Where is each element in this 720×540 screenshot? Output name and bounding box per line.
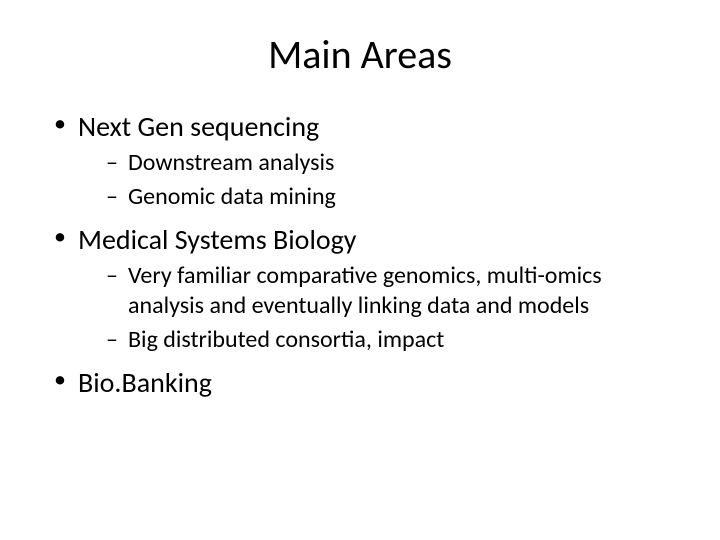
sub-bullet-item: Genomic data mining: [106, 182, 680, 212]
sub-bullet-text: Big distributed consortia, impact: [128, 325, 444, 354]
sub-bullet-item: Very familiar comparative genomics, mult…: [106, 261, 680, 321]
sub-bullet-list: Downstream analysis Genomic data mining: [78, 148, 680, 212]
slide: Main Areas Next Gen sequencing Downstrea…: [0, 0, 720, 540]
bullet-text: Next Gen sequencing: [78, 109, 319, 144]
bullet-list: Next Gen sequencing Downstream analysis …: [40, 109, 680, 400]
bullet-text: Bio.Banking: [78, 365, 212, 400]
slide-title: Main Areas: [40, 30, 680, 79]
sub-bullet-text: Very familiar comparative genomics, mult…: [128, 261, 602, 320]
sub-bullet-item: Big distributed consortia, impact: [106, 325, 680, 355]
sub-bullet-item: Downstream analysis: [106, 148, 680, 178]
sub-bullet-text: Downstream analysis: [128, 148, 334, 177]
bullet-item: Next Gen sequencing Downstream analysis …: [54, 109, 680, 212]
bullet-item: Medical Systems Biology Very familiar co…: [54, 222, 680, 355]
sub-bullet-text: Genomic data mining: [128, 182, 336, 211]
sub-bullet-list: Very familiar comparative genomics, mult…: [78, 261, 680, 355]
bullet-item: Bio.Banking: [54, 365, 680, 400]
bullet-text: Medical Systems Biology: [78, 222, 356, 257]
